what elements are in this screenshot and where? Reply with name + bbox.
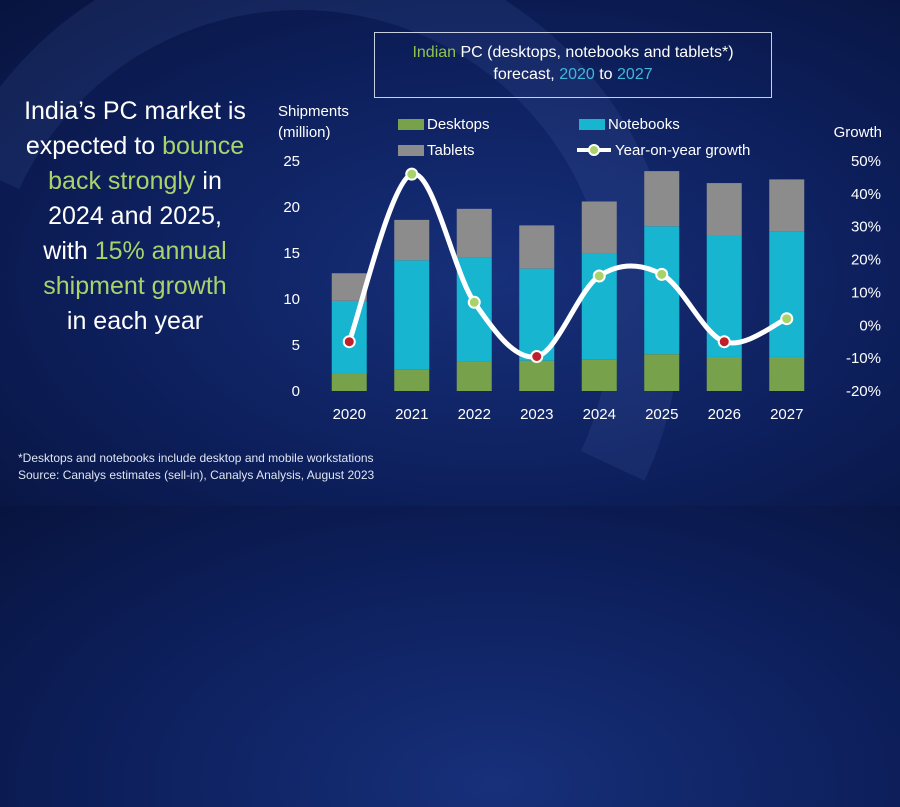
- title-part-5: to: [594, 66, 618, 83]
- headline-line-6: shipment growth: [43, 272, 227, 300]
- y-tick-label-2: 10: [283, 291, 300, 308]
- bar-desktops-2025: [644, 354, 680, 391]
- footnote: *Desktops and notebooks include desktop …: [18, 450, 478, 484]
- bar-desktops-2024: [581, 359, 617, 391]
- y2-tick-label-0: -20%: [846, 383, 881, 400]
- headline: India’s PC market is expected to bounce …: [10, 94, 260, 339]
- title-part-3: forecast,: [493, 66, 560, 83]
- footnote-line-2: Source: Canalys estimates (sell-in), Can…: [18, 468, 375, 482]
- growth-point-2022: [467, 295, 481, 309]
- title-part-6: 2027: [617, 66, 653, 83]
- title-part-4: 2020: [559, 66, 595, 83]
- y-tick-label-1: 5: [292, 337, 300, 354]
- bar-tablets-2024: [581, 201, 617, 254]
- y-tick-label-3: 15: [283, 245, 300, 262]
- y-tick-label-5: 25: [283, 153, 300, 170]
- y2-tick-label-7: 50%: [851, 153, 881, 170]
- x-tick-label-2021: 2021: [395, 406, 428, 423]
- headline-line-5a: with: [43, 237, 95, 265]
- bar-desktops-2026: [706, 356, 742, 391]
- bar-notebooks-2021: [394, 260, 430, 370]
- headline-line-3a: back strongly: [48, 167, 196, 195]
- legend-label-notebooks: Notebooks: [608, 116, 680, 133]
- headline-line-7: in each year: [66, 307, 204, 335]
- growth-point-2021: [405, 167, 419, 181]
- x-tick-label-2020: 2020: [333, 406, 366, 423]
- growth-point-2027: [780, 312, 794, 326]
- bar-notebooks-2025: [644, 226, 680, 355]
- headline-line-2b: bounce: [162, 132, 245, 160]
- headline-line-2a: expected to: [25, 132, 163, 160]
- growth-point-2023: [530, 350, 544, 363]
- y2-tick-label-3: 10%: [851, 284, 881, 301]
- x-tick-label-2022: 2022: [458, 406, 491, 423]
- bar-tablets-2025: [644, 171, 680, 227]
- chart-svg: 0510152025-20%-10%0%10%20%30%40%50%Shipm…: [278, 103, 882, 423]
- headline-line-5b: 15% annual: [94, 237, 227, 265]
- headline-line-3b: in: [195, 167, 222, 195]
- legend-swatch-desktops: [398, 119, 424, 130]
- bar-tablets-2022: [456, 208, 492, 258]
- legend-swatch-tablets: [398, 145, 424, 156]
- legend-label-tablets: Tablets: [427, 142, 475, 159]
- y2-tick-label-4: 20%: [851, 252, 881, 269]
- title-part-1: Indian: [412, 44, 457, 61]
- chart-title-box: Indian PC (desktops, notebooks and table…: [374, 32, 772, 98]
- y-tick-label-4: 20: [283, 199, 300, 216]
- y2-tick-label-6: 40%: [851, 186, 881, 203]
- footnote-line-1: *Desktops and notebooks include desktop …: [18, 451, 374, 465]
- legend-label-desktops: Desktops: [427, 116, 490, 133]
- bar-desktops-2020: [331, 373, 367, 391]
- headline-line-1: India’s PC market is: [24, 97, 246, 125]
- x-tick-label-2025: 2025: [645, 406, 678, 423]
- y-tick-label-0: 0: [292, 383, 300, 400]
- bar-desktops-2027: [769, 356, 805, 391]
- growth-point-2020: [342, 335, 356, 349]
- bar-tablets-2026: [706, 183, 742, 236]
- y-axis-title-line-1: Shipments: [278, 103, 349, 120]
- bar-tablets-2027: [769, 179, 805, 232]
- headline-line-4: 2024 and 2025,: [48, 202, 222, 230]
- x-tick-label-2023: 2023: [520, 406, 553, 423]
- y2-axis-title: Growth: [834, 124, 882, 141]
- bar-desktops-2022: [456, 361, 492, 391]
- y2-tick-label-2: 0%: [859, 317, 881, 334]
- y2-tick-label-5: 30%: [851, 219, 881, 236]
- growth-point-2025: [655, 267, 669, 281]
- growth-point-2024: [592, 269, 606, 283]
- legend-marker-growth: [588, 144, 600, 156]
- x-tick-label-2026: 2026: [708, 406, 741, 423]
- x-tick-label-2024: 2024: [583, 406, 616, 423]
- legend-swatch-notebooks: [579, 119, 605, 130]
- y-axis-title-line-2: (million): [278, 124, 331, 141]
- legend-label-growth: Year-on-year growth: [615, 142, 750, 159]
- x-tick-label-2027: 2027: [770, 406, 803, 423]
- bar-tablets-2021: [394, 219, 430, 261]
- growth-point-2026: [717, 335, 731, 349]
- title-part-2: PC (desktops, notebooks and tablets*): [456, 44, 734, 61]
- bar-notebooks-2027: [769, 231, 805, 357]
- bar-tablets-2023: [519, 225, 555, 269]
- bar-desktops-2023: [519, 360, 555, 391]
- y2-tick-label-1: -10%: [846, 350, 881, 367]
- bar-desktops-2021: [394, 369, 430, 391]
